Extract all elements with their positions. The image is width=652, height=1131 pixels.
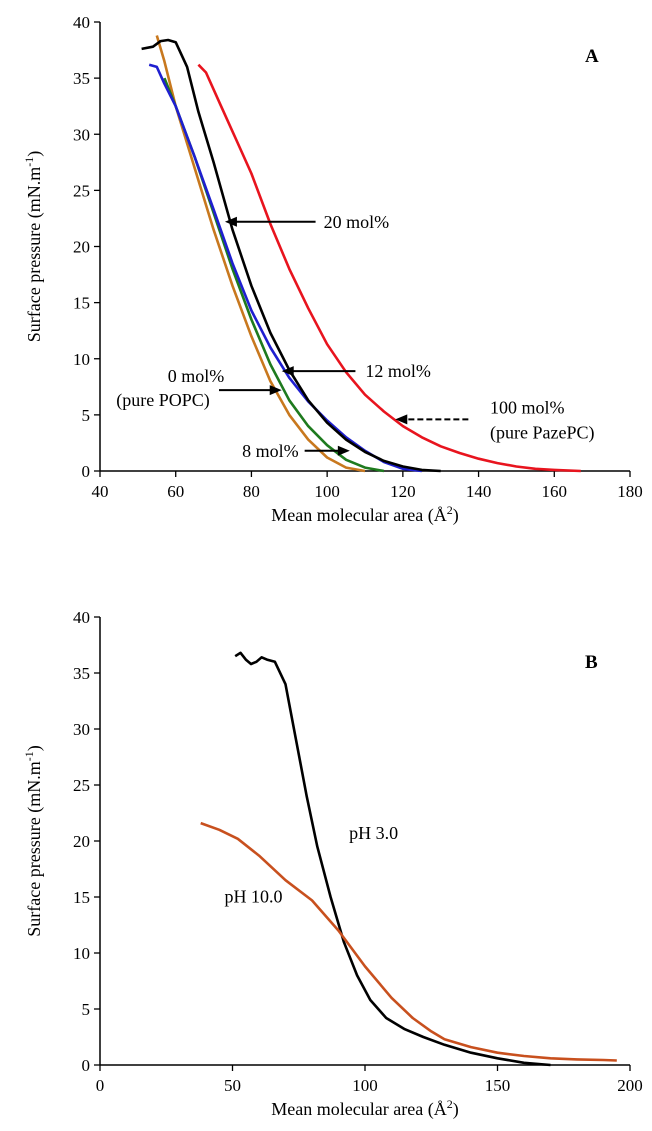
arrow-8mol-head <box>337 445 350 456</box>
y-axis-label: Surface pressure (mN.m-1) <box>22 745 45 936</box>
y-axis-label: Surface pressure (mN.m-1) <box>22 151 45 342</box>
y-tick-label: 0 <box>82 462 91 481</box>
y-tick-label: 10 <box>73 944 90 963</box>
label-12mol: 12 mol% <box>365 361 431 381</box>
x-tick-label: 80 <box>243 482 260 501</box>
series-line-0 <box>234 651 551 1067</box>
y-tick-label: 15 <box>73 294 90 313</box>
label-ph10: pH 10.0 <box>225 887 283 907</box>
x-tick-label: 180 <box>617 482 643 501</box>
arrow-12mol-head <box>281 366 294 377</box>
y-tick-label: 15 <box>73 888 90 907</box>
x-tick-label: 160 <box>542 482 568 501</box>
series-line-1 <box>163 77 385 473</box>
series-line-3 <box>141 38 441 473</box>
y-tick-label: 20 <box>73 832 90 851</box>
x-tick-label: 100 <box>352 1076 378 1095</box>
y-tick-label: 5 <box>82 1000 91 1019</box>
x-tick-label: 140 <box>466 482 492 501</box>
x-tick-label: 40 <box>92 482 109 501</box>
label-0mol: 0 mol% <box>168 366 225 386</box>
x-tick-label: 60 <box>167 482 184 501</box>
label-ph3: pH 3.0 <box>349 823 398 843</box>
y-tick-label: 35 <box>73 69 90 88</box>
label-pure-popc: (pure POPC) <box>116 390 210 411</box>
x-tick-label: 120 <box>390 482 416 501</box>
label-pure-pazepc: (pure PazePC) <box>490 422 594 443</box>
x-tick-label: 100 <box>314 482 340 501</box>
series-line-4 <box>197 63 581 473</box>
panel-letter: B <box>585 652 598 673</box>
y-tick-label: 30 <box>73 125 90 144</box>
label-20mol: 20 mol% <box>324 212 390 232</box>
y-tick-label: 25 <box>73 181 90 200</box>
y-tick-label: 0 <box>82 1056 91 1075</box>
y-tick-label: 20 <box>73 238 90 257</box>
y-tick-label: 30 <box>73 720 90 739</box>
x-tick-label: 50 <box>224 1076 241 1095</box>
panel-b-chart: 0 5 10 15 20 25 30 35 40 0 50 100 150 200 Mean molecul… <box>22 608 643 1120</box>
x-axis-label: Mean molecular area (Å2) <box>271 1097 458 1120</box>
x-tick-label: 150 <box>485 1076 511 1095</box>
y-tick-label: 10 <box>73 350 90 369</box>
panel-letter: A <box>585 46 599 67</box>
label-100mol: 100 mol% <box>490 397 565 417</box>
y-tick-label: 40 <box>73 13 90 32</box>
y-tick-label: 35 <box>73 664 90 683</box>
y-tick-label: 40 <box>73 608 90 627</box>
arrow-0mol-head <box>269 385 282 396</box>
x-axis-label: Mean molecular area (Å2) <box>271 503 458 526</box>
y-tick-label: 25 <box>73 776 90 795</box>
x-tick-label: 0 <box>96 1076 105 1095</box>
x-tick-label: 200 <box>617 1076 643 1095</box>
arrow-20mol-head <box>224 216 237 227</box>
series-line-1 <box>200 821 617 1062</box>
panel-a-chart: 0 5 10 15 20 25 30 35 40 40 60 80 100 120 140 160 180 Mea… <box>22 13 643 526</box>
arrow-100mol-head <box>395 414 408 425</box>
y-tick-label: 5 <box>82 406 91 425</box>
label-8mol: 8 mol% <box>242 441 299 461</box>
